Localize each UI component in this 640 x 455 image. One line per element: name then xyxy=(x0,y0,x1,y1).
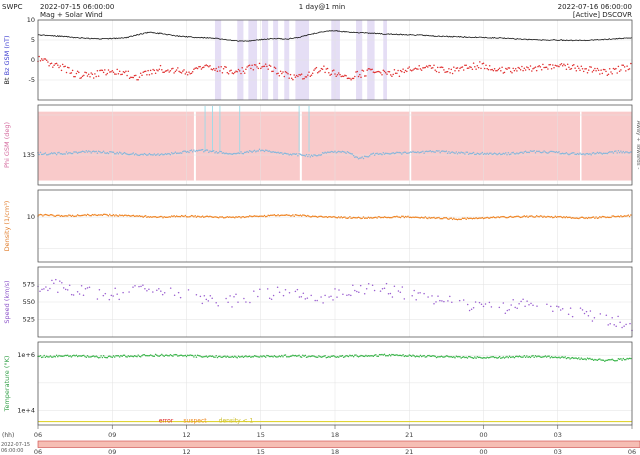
y-axis-label: Bt Bz GSM (nT) xyxy=(3,35,11,84)
legend-density-lt1: density < 1 xyxy=(219,418,254,425)
x-tick-label: 21 xyxy=(405,431,413,439)
legend-suspect: suspect xyxy=(183,418,207,425)
y-tick-label: 135 xyxy=(23,151,35,159)
x-tick-label: 18 xyxy=(331,448,339,455)
x-tick-label: 06 xyxy=(628,448,636,455)
data-gap xyxy=(409,111,412,181)
panel-density: 10 Density (1/cm³) xyxy=(3,189,633,263)
y-tick-label: -5 xyxy=(29,76,35,84)
x-tick-label: 12 xyxy=(182,448,190,455)
x-tick-label: 00 xyxy=(479,431,487,439)
x-tick-label: 09 xyxy=(108,431,116,439)
x-tick-label: 18 xyxy=(331,431,339,439)
y-tick-label: 10 xyxy=(27,16,35,24)
legend-error: error xyxy=(159,418,174,425)
y-axis-label: Phi GSM (deg) xyxy=(3,122,11,168)
series-Speed xyxy=(37,278,633,332)
series-Density xyxy=(37,213,632,221)
panel-temperature: 1e+6 1e+4 Temperature (°K) xyxy=(3,341,633,426)
x-tick-label: 15 xyxy=(257,448,265,455)
data-gap xyxy=(193,111,196,181)
plot-subtitle: Mag + Solar Wind xyxy=(40,11,103,19)
data-gap xyxy=(299,111,302,181)
away-towards-label: Away + Towards - xyxy=(635,121,640,170)
panel-phi: 135 Phi GSM (deg) Away + Towards - xyxy=(3,104,640,186)
app-title: SWPC xyxy=(2,3,23,11)
y-tick-label: 1e+4 xyxy=(17,407,35,415)
x-tick-label: 21 xyxy=(405,448,413,455)
status-timeline-band xyxy=(37,440,640,448)
y-axis-label: Speed (km/s) xyxy=(3,280,11,323)
x-tick-label: 06 xyxy=(34,431,42,439)
axis-start-time: 06:00:00 xyxy=(1,448,23,454)
y-tick-label: 575 xyxy=(23,281,35,289)
y-axis-label: Temperature (°K) xyxy=(3,356,11,413)
source-status-label: [Active] DSCOVR xyxy=(573,11,632,19)
y-tick-label: 550 xyxy=(23,298,35,306)
panel-mag: 10 5 0 -5 Bt Bz GSM (nT) xyxy=(3,16,633,101)
x-tick-label: 00 xyxy=(479,448,487,455)
panel-speed: 575 550 525 Speed (km/s) xyxy=(3,266,633,338)
end-time-label: 2022-07-16 06:00:00 xyxy=(558,3,632,11)
cadence-label: 1 day@1 min xyxy=(299,3,345,11)
start-time-label: 2022-07-15 06:00:00 xyxy=(40,3,114,11)
data-gap xyxy=(580,111,582,181)
y-tick-label: 5 xyxy=(31,36,35,44)
time-axis: 06 09 12 15 18 21 00 03 06 09 12 15 18 21 00 03 06 (hh) 20… xyxy=(1,418,640,455)
x-tick-label: 06 xyxy=(34,448,42,455)
y-tick-label: 525 xyxy=(23,316,35,324)
y-tick-label: 0 xyxy=(31,56,35,64)
y-tick-label: 1e+6 xyxy=(17,351,35,359)
x-tick-label: 03 xyxy=(554,448,562,455)
series-Bt xyxy=(37,30,632,42)
x-tick-label: 15 xyxy=(257,431,265,439)
y-tick-label: 10 xyxy=(27,213,35,221)
hh-axis-label: (hh) xyxy=(2,432,14,439)
series-Phi xyxy=(37,148,632,160)
x-tick-label: 12 xyxy=(182,431,190,439)
x-tick-label: 09 xyxy=(108,448,116,455)
y-axis-label: Density (1/cm³) xyxy=(3,201,11,252)
series-Bz xyxy=(37,55,632,81)
axis-start-date: 2022-07-15 xyxy=(1,442,30,448)
series-Temperature xyxy=(37,353,632,362)
chart-panels: 10 5 0 -5 Bt Bz GSM (nT) 135 Phi GSM (deg) Away… xyxy=(3,16,640,426)
x-tick-label: 03 xyxy=(554,431,562,439)
